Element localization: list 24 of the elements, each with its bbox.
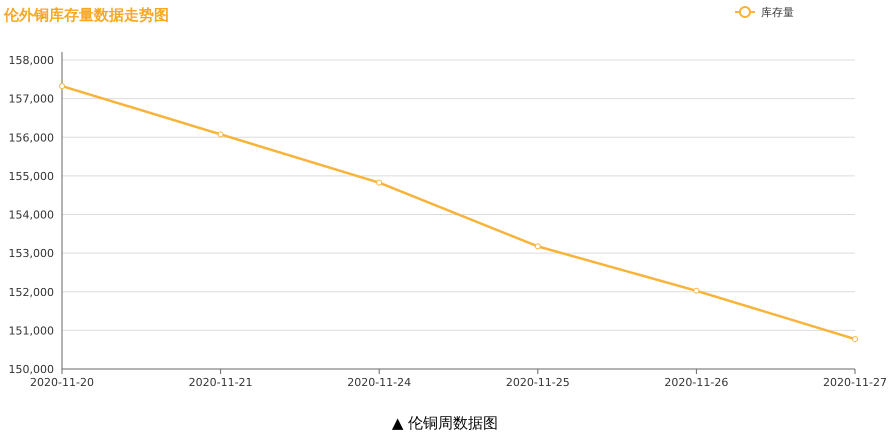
y-tick-label: 153,000 xyxy=(8,247,54,260)
y-tick-label: 150,000 xyxy=(8,363,54,376)
y-tick-label: 155,000 xyxy=(8,170,54,183)
x-tick-label: 2020-11-20 xyxy=(30,376,94,389)
x-tick-label: 2020-11-27 xyxy=(823,376,887,389)
text: ▲ 伦铜周数据图 xyxy=(392,414,498,432)
point xyxy=(376,180,382,186)
x-tick-label: 2020-11-25 xyxy=(506,376,570,389)
x-tick-label: 2020-11-24 xyxy=(347,376,412,389)
x-tick-label: 2020-11-26 xyxy=(664,376,728,389)
chart-title: 伦外铜库存量数据走势图 xyxy=(3,6,169,24)
point xyxy=(59,83,65,90)
y-tick-label: 151,000 xyxy=(8,324,54,338)
y-tick-label: 158,000 xyxy=(8,54,54,67)
y-tick-label: 154,000 xyxy=(8,208,54,222)
point xyxy=(218,131,224,138)
y-tick-label: 156,000 xyxy=(8,131,54,144)
x-tick-label: 2020-11-21 xyxy=(188,376,253,389)
legend-label: 库存量 xyxy=(761,6,794,19)
point xyxy=(693,288,700,294)
point xyxy=(852,336,858,342)
y-tick-label: 157,000 xyxy=(8,92,54,106)
point xyxy=(534,243,541,250)
y-tick-label: 152,000 xyxy=(8,286,54,299)
